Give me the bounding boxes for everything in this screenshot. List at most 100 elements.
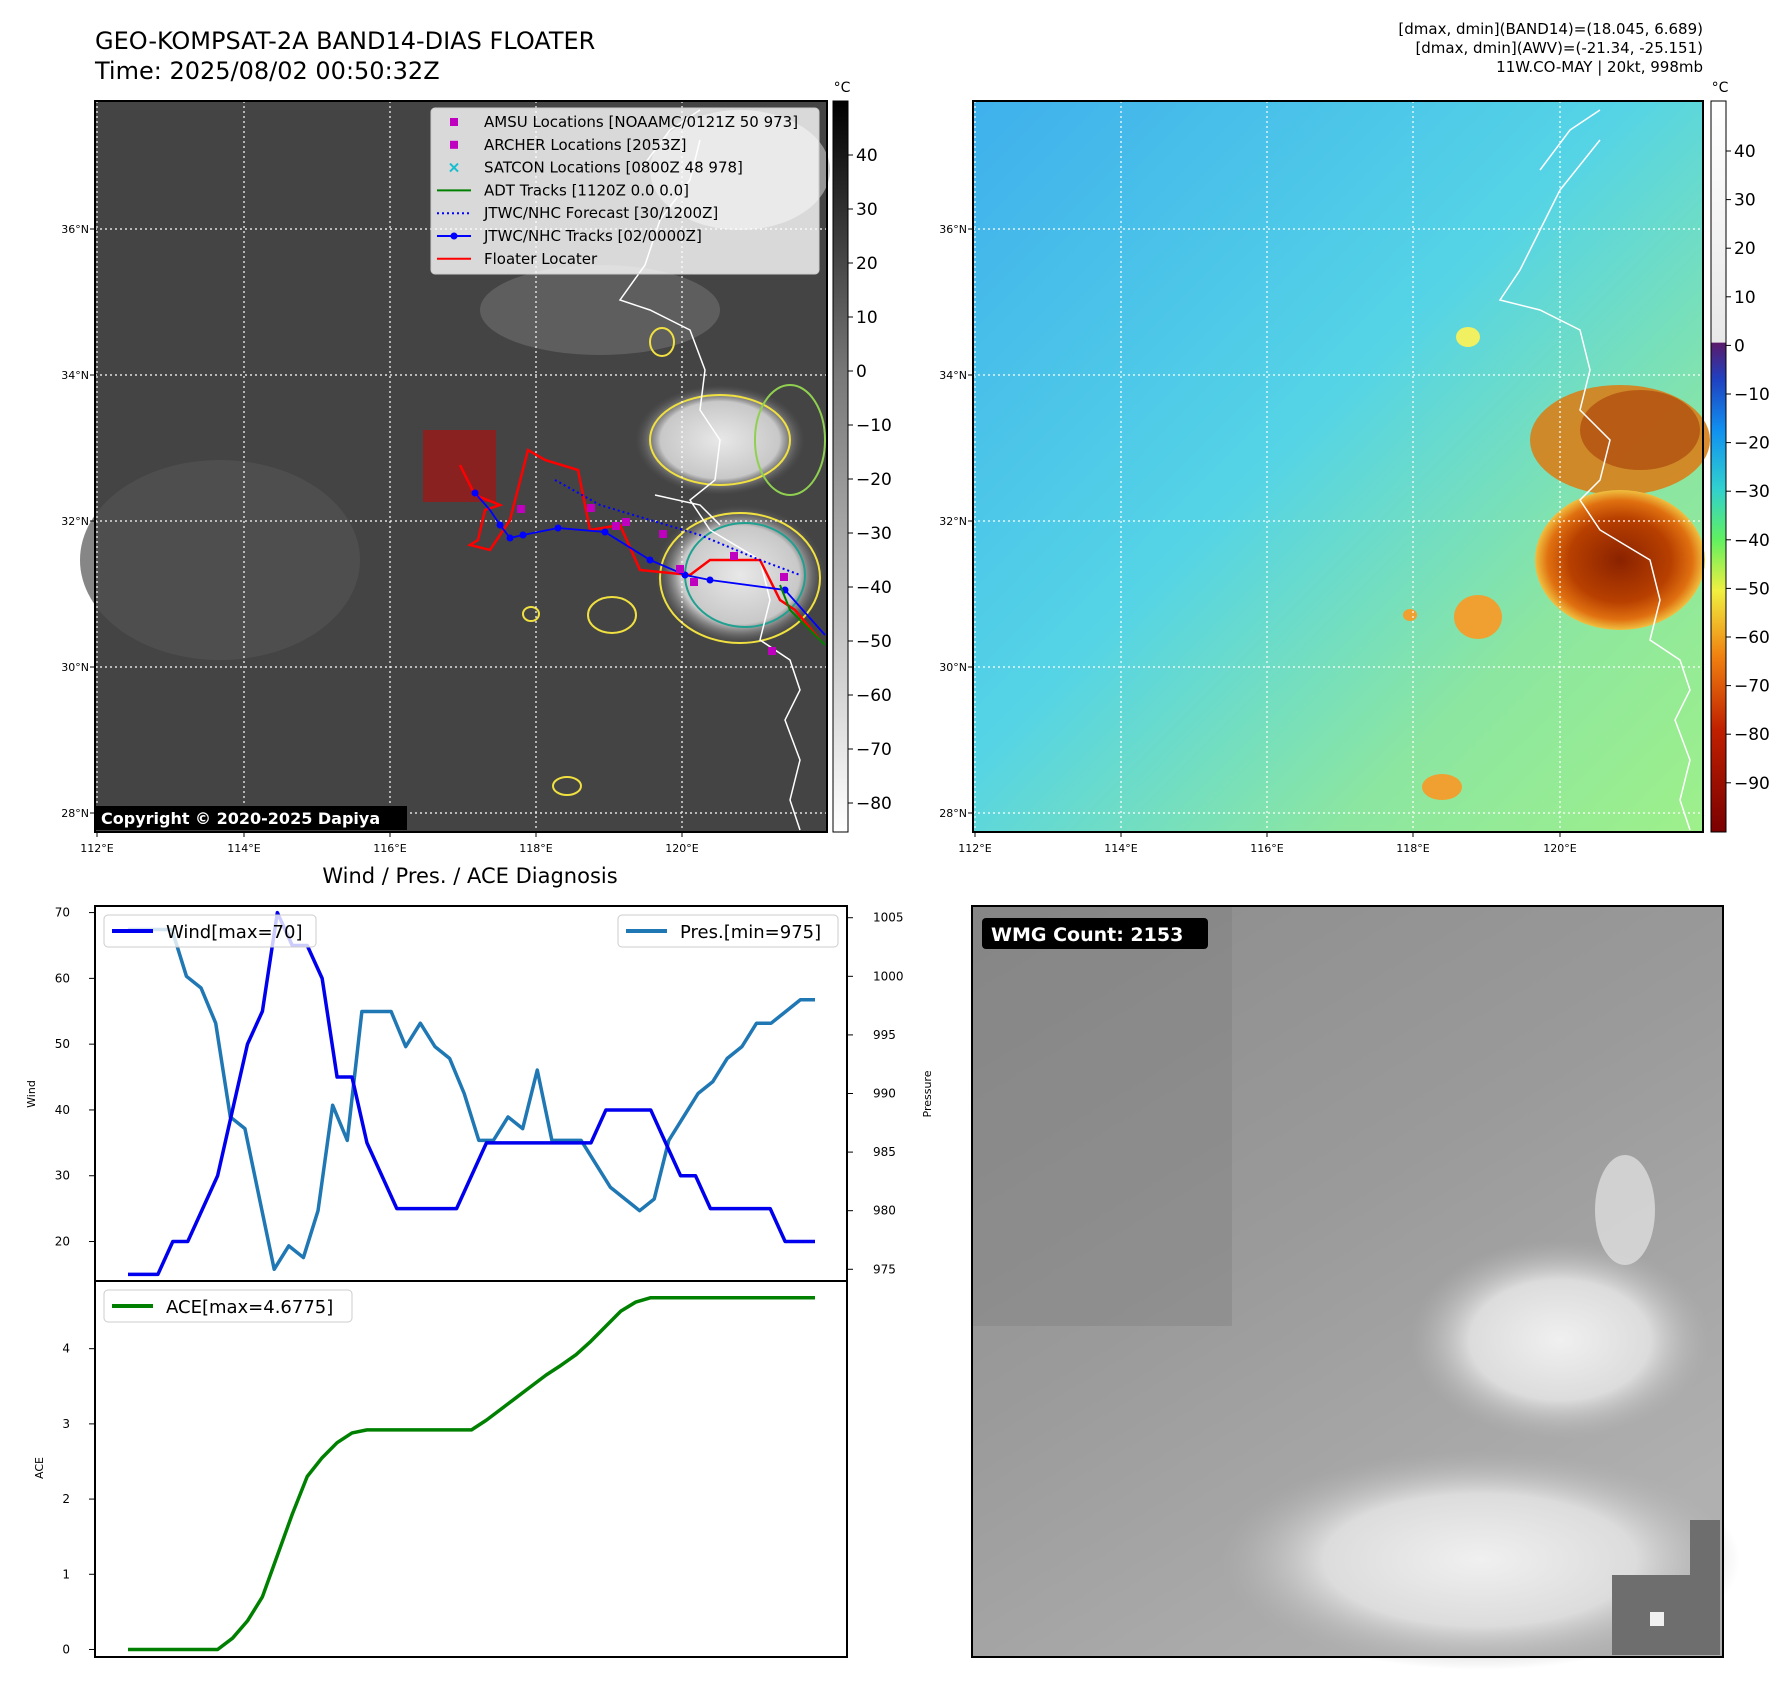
lat-tick-label: 30°N (939, 661, 967, 674)
wind-tick-label: 60 (55, 971, 70, 985)
legend-label: JTWC/NHC Tracks [02/0000Z] (483, 227, 702, 245)
wmg-dark-block (1690, 1520, 1720, 1580)
wmg-panel: WMG Count: 2153 (971, 905, 1740, 1670)
diagnostics-info: [dmax, dmin](BAND14)=(18.045, 6.689) [dm… (1398, 20, 1703, 77)
colorbar-tick-label: −60 (1734, 628, 1770, 648)
wind-tick-label: 20 (55, 1235, 70, 1249)
lat-tick-label: 28°N (61, 807, 89, 820)
colorbar-tick-label: −70 (856, 740, 892, 760)
ace-legend-box (103, 1289, 353, 1323)
wmg-dark-region (972, 906, 1232, 1326)
ir-contour (649, 394, 791, 486)
awv-moisture-patch (1456, 327, 1480, 347)
awv-colorbar-unit: °C (1712, 80, 1729, 96)
colorbar-tick-label: 20 (1734, 239, 1756, 259)
wind-legend-box (103, 914, 317, 948)
ace-chart: ACE 0 1 2 3 4 ACE[max=4.6775] (33, 1280, 848, 1658)
legend-label: Floater Locater (484, 250, 598, 268)
lon-tick-label: 118°E (519, 842, 552, 855)
colorbar-tick-label: −10 (856, 416, 892, 436)
band14-range: [dmax, dmin](BAND14)=(18.045, 6.689) (1398, 20, 1703, 38)
ir-colorbar (832, 100, 849, 833)
ir-lon-tick-labels: 112°E 114°E 116°E 118°E 120°E (80, 832, 699, 855)
pressure-legend-label: Pres.[min=975] (680, 922, 821, 943)
ir-cloud-patch (80, 460, 360, 660)
pressure-tick-label: 995 (873, 1028, 896, 1042)
awv-lat-tick-labels: 36°N 34°N 32°N 30°N 28°N (939, 223, 973, 820)
legend-box (430, 107, 820, 275)
wmg-bright-pixel (1650, 1612, 1664, 1626)
lat-tick-label: 28°N (939, 807, 967, 820)
awv-range: [dmax, dmin](AWV)=(-21.34, -25.151) (1415, 39, 1703, 57)
storm-summary: 11W.CO-MAY | 20kt, 998mb (1496, 58, 1703, 76)
pressure-line (128, 927, 815, 1272)
wind-pressure-frame (94, 905, 848, 1282)
wmg-count-label: WMG Count: 2153 (991, 924, 1183, 946)
ace-tick-label: 3 (62, 1417, 70, 1431)
colorbar-tick-label: 10 (856, 308, 878, 328)
colorbar-tick-label: 40 (1734, 142, 1756, 162)
legend-marker (450, 140, 458, 149)
ir-legend: AMSU Locations [NOAAMC/0121Z 50 973] ARCH… (430, 107, 820, 275)
wind-tick-label: 30 (55, 1169, 70, 1183)
colorbar-tick-label: −50 (1734, 579, 1770, 599)
archer-markers (517, 504, 788, 655)
wmg-frame (971, 905, 1724, 1658)
ace-axis-label: ACE (33, 1457, 46, 1479)
lon-tick-label: 118°E (1396, 842, 1429, 855)
ace-tick-label: 4 (62, 1342, 70, 1356)
wind-legend-label: Wind[max=70] (166, 922, 303, 943)
legend-marker-dot (450, 232, 458, 240)
copyright-text: Copyright © 2020-2025 Dapiya (101, 809, 380, 828)
wind-tick-label: 50 (55, 1037, 70, 1051)
awv-grid (973, 101, 1703, 832)
wind-tick-label: 70 (55, 906, 70, 920)
copyright-box (95, 806, 407, 830)
ir-map-frame (94, 100, 828, 833)
ace-tick-label: 0 (62, 1642, 70, 1656)
ace-frame (94, 1280, 848, 1658)
ace-y-ticks: 0 1 2 3 4 (62, 1342, 95, 1656)
colorbar-tick-label: −20 (856, 470, 892, 490)
figure-title: GEO-KOMPSAT-2A BAND14-DIAS FLOATER Time: … (95, 26, 595, 86)
wmg-bright-region (1220, 1450, 1740, 1670)
legend-label: ARCHER Locations [2053Z] (484, 136, 687, 154)
jtwc-track-points (471, 489, 789, 594)
colorbar-tick-label: −90 (1734, 774, 1770, 794)
colorbar-tick-label: −30 (856, 524, 892, 544)
colorbar-tick-label: 30 (1734, 191, 1756, 211)
wind-y-ticks: 20 30 40 50 60 70 (55, 906, 95, 1249)
wind-pressure-lines (128, 910, 815, 1277)
wind-axis-label: Wind (25, 1080, 38, 1108)
ir-contour (552, 776, 582, 796)
wind-tick-label: 40 (55, 1103, 70, 1117)
floater-locater-track (458, 448, 821, 641)
colorbar-tick-label: 20 (856, 254, 878, 274)
colorbar-tick-label: −30 (1734, 482, 1770, 502)
title-line-2: Time: 2025/08/02 00:50:32Z (95, 57, 440, 85)
ir-contour (522, 606, 540, 622)
lon-tick-label: 116°E (1250, 842, 1283, 855)
pressure-legend: Pres.[min=975] (617, 914, 839, 948)
ir-contour (754, 384, 826, 496)
legend-label: JTWC/NHC Forecast [30/1200Z] (483, 204, 718, 222)
ir-colorbar-ticks: 40 30 20 10 0 −10 −20 −30 −40 −50 −60 −70 −80 (848, 146, 892, 814)
ir-storm-cloud (655, 505, 825, 645)
title-line-1: GEO-KOMPSAT-2A BAND14-DIAS FLOATER (95, 27, 596, 55)
awv-map-panel: 112°E 114°E 116°E 118°E 120°E 36°N 34°N 32°N 30… (939, 80, 1770, 855)
lon-tick-label: 112°E (958, 842, 991, 855)
awv-map-frame (972, 100, 1704, 833)
awv-moisture-patch (1422, 774, 1462, 800)
lat-tick-label: 34°N (61, 369, 89, 382)
ir-colorbar-unit: °C (834, 80, 851, 96)
pressure-tick-label: 975 (873, 1262, 896, 1276)
lat-tick-label: 30°N (61, 661, 89, 674)
colorbar-tick-label: −40 (1734, 531, 1770, 551)
awv-colorbar-ticks: 40 30 20 10 0 −10 −20 −30 −40 −50 −60 −70 −80 −90 (1726, 142, 1770, 794)
lat-tick-label: 36°N (939, 223, 967, 236)
colorbar-tick-label: −10 (1734, 385, 1770, 405)
colorbar-tick-label: −50 (856, 632, 892, 652)
ace-lines (128, 1295, 815, 1652)
